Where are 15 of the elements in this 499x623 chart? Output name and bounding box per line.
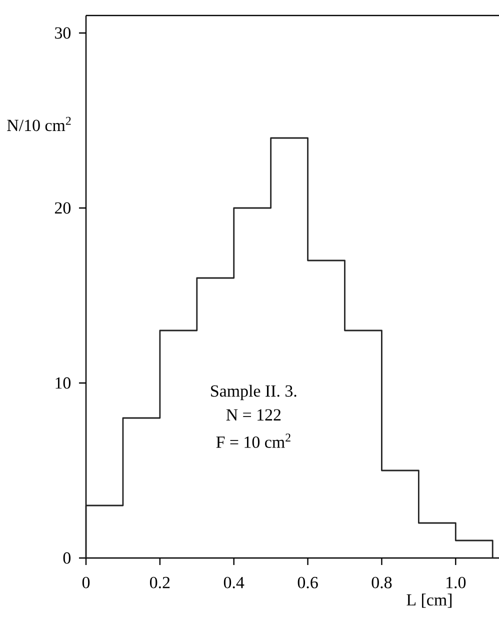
annotation: Sample II. 3. — [211, 384, 296, 400]
x-tick-label: 0 — [82, 576, 90, 588]
x-tick-label: 0.2 — [150, 576, 170, 588]
y-tick-label: 10 — [56, 377, 71, 389]
y-tick-label: 20 — [54, 202, 71, 214]
annotation: F = 10 cm$^{2}$ — [216, 434, 290, 448]
x-tick-label: 0.6 — [298, 576, 318, 588]
annotation: N = 122 — [226, 409, 281, 420]
x-tick-label: 0.4 — [224, 576, 244, 588]
x-axis-title: L [cm] — [406, 594, 452, 608]
x-tick-label: 1.0 — [446, 576, 466, 588]
y-tick-label: 30 — [55, 27, 71, 39]
y-axis-title: N/10 cm$^{2}$ — [7, 116, 71, 132]
y-tick-label: 0 — [63, 552, 71, 564]
x-tick-label: 0.8 — [372, 576, 392, 588]
